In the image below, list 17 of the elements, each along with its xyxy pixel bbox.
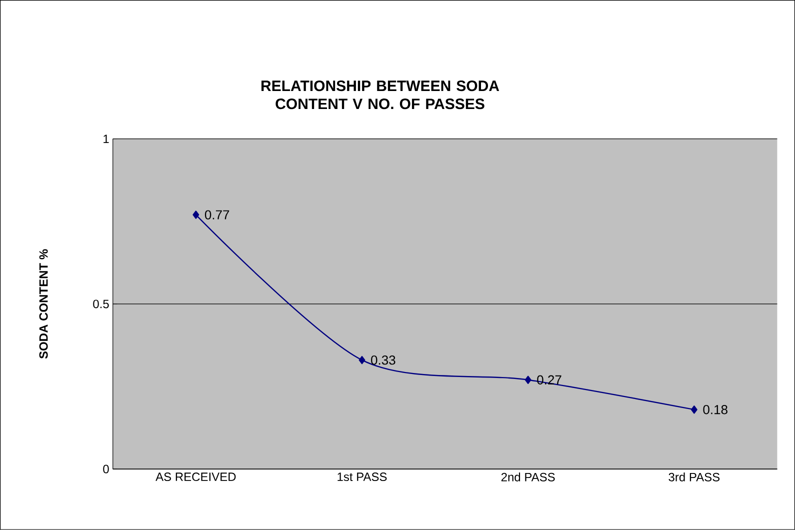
- point: [690, 406, 698, 414]
- point: [524, 376, 532, 384]
- x-tick-label: 1st PASS: [338, 472, 387, 482]
- data-label: 0.33: [371, 356, 396, 365]
- point: [358, 356, 366, 364]
- chart-title: RELATIONSHIP BETWEEN SODA CONTENT V NO. OF PASSES: [261, 80, 500, 110]
- y-axis-title: SODA CONTENT %: [39, 249, 48, 359]
- point: [192, 210, 200, 219]
- y-tick-label: 0.5: [93, 300, 109, 308]
- x-tick-label: 2nd PASS: [501, 472, 555, 482]
- data-label: 0.18: [703, 405, 728, 414]
- y-tick-label: 1: [104, 134, 109, 144]
- data-label: 0.27: [537, 375, 562, 385]
- data-label: 0.77: [204, 210, 230, 220]
- x-tick-label: 3rd PASS: [668, 472, 720, 482]
- y-tick-label: 0: [103, 464, 109, 474]
- x-tick-label: AS RECEIVED: [156, 472, 236, 482]
